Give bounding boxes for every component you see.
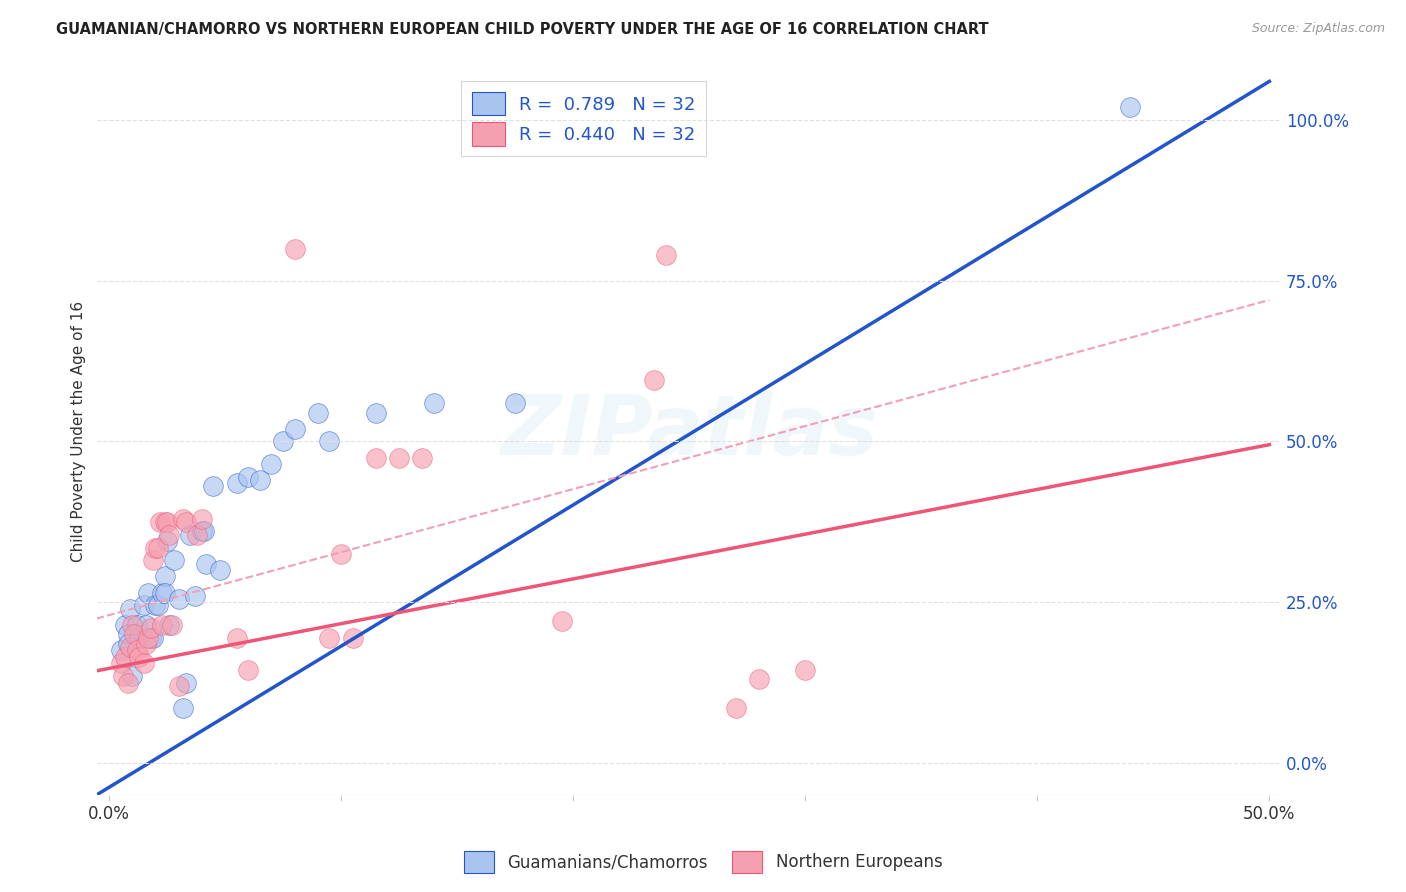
Point: [748, 673, 770, 687]
Text: Source: ZipAtlas.com: Source: ZipAtlas.com: [1251, 22, 1385, 36]
Point: [117, 675, 139, 690]
Point: [174, 515, 197, 529]
Point: [225, 631, 247, 645]
Point: [114, 617, 136, 632]
Point: [139, 621, 162, 635]
Point: [238, 470, 260, 484]
Point: [191, 524, 214, 539]
Point: [318, 631, 340, 645]
Point: [167, 591, 190, 606]
Point: [135, 617, 157, 632]
Point: [284, 421, 307, 435]
Point: [156, 515, 179, 529]
Point: [193, 524, 215, 539]
Point: [1119, 100, 1142, 114]
Point: [132, 599, 155, 613]
Point: [124, 627, 146, 641]
Point: [145, 541, 167, 555]
Point: [118, 640, 141, 655]
Point: [132, 657, 155, 671]
Point: [364, 405, 387, 419]
Point: [284, 242, 307, 256]
Point: [271, 434, 294, 449]
Point: [128, 631, 150, 645]
Point: [149, 515, 172, 529]
Point: [225, 476, 247, 491]
Text: ZIPatlas: ZIPatlas: [501, 392, 879, 472]
Point: [153, 569, 176, 583]
Point: [174, 675, 197, 690]
Point: [209, 563, 232, 577]
Point: [307, 405, 329, 419]
Point: [411, 450, 433, 465]
Point: [388, 450, 411, 465]
Point: [150, 617, 173, 632]
Point: [142, 553, 165, 567]
Point: [111, 669, 134, 683]
Point: [157, 617, 180, 632]
Point: [150, 585, 173, 599]
Point: [138, 631, 160, 645]
Point: [195, 557, 218, 571]
Point: [121, 617, 143, 632]
Text: GUAMANIAN/CHAMORRO VS NORTHERN EUROPEAN CHILD POVERTY UNDER THE AGE OF 16 CORREL: GUAMANIAN/CHAMORRO VS NORTHERN EUROPEAN …: [56, 22, 988, 37]
Point: [156, 534, 179, 549]
Point: [117, 637, 139, 651]
Point: [157, 527, 180, 541]
Point: [142, 631, 165, 645]
Point: [249, 473, 271, 487]
Point: [146, 599, 169, 613]
Point: [117, 627, 139, 641]
Point: [655, 248, 678, 262]
Point: [110, 643, 132, 657]
Point: [794, 663, 817, 677]
Point: [186, 527, 208, 541]
Point: [125, 617, 148, 632]
Point: [423, 396, 446, 410]
Point: [330, 547, 353, 561]
Point: [138, 585, 160, 599]
Point: [114, 649, 136, 664]
Point: [724, 701, 747, 715]
Point: [503, 396, 526, 410]
Legend: Guamanians/Chamorros, Northern Europeans: Guamanians/Chamorros, Northern Europeans: [457, 845, 949, 880]
Point: [172, 511, 194, 525]
Point: [191, 511, 214, 525]
Point: [146, 541, 169, 555]
Point: [202, 479, 225, 493]
Point: [128, 649, 150, 664]
Point: [125, 643, 148, 657]
Point: [145, 599, 167, 613]
Point: [318, 434, 340, 449]
Point: [110, 657, 132, 671]
Point: [153, 515, 176, 529]
Point: [139, 631, 162, 645]
Point: [260, 457, 283, 471]
Point: [342, 631, 364, 645]
Point: [238, 663, 260, 677]
Point: [172, 701, 194, 715]
Point: [160, 617, 183, 632]
Point: [643, 373, 665, 387]
Point: [184, 589, 207, 603]
Point: [121, 669, 143, 683]
Point: [167, 679, 190, 693]
Point: [179, 527, 201, 541]
Point: [364, 450, 387, 465]
Point: [163, 553, 186, 567]
Point: [153, 585, 176, 599]
Legend: R =  0.789   N = 32, R =  0.440   N = 32: R = 0.789 N = 32, R = 0.440 N = 32: [461, 81, 706, 156]
Point: [550, 615, 572, 629]
Y-axis label: Child Poverty Under the Age of 16: Child Poverty Under the Age of 16: [72, 301, 86, 562]
Point: [118, 601, 141, 615]
Point: [135, 637, 157, 651]
